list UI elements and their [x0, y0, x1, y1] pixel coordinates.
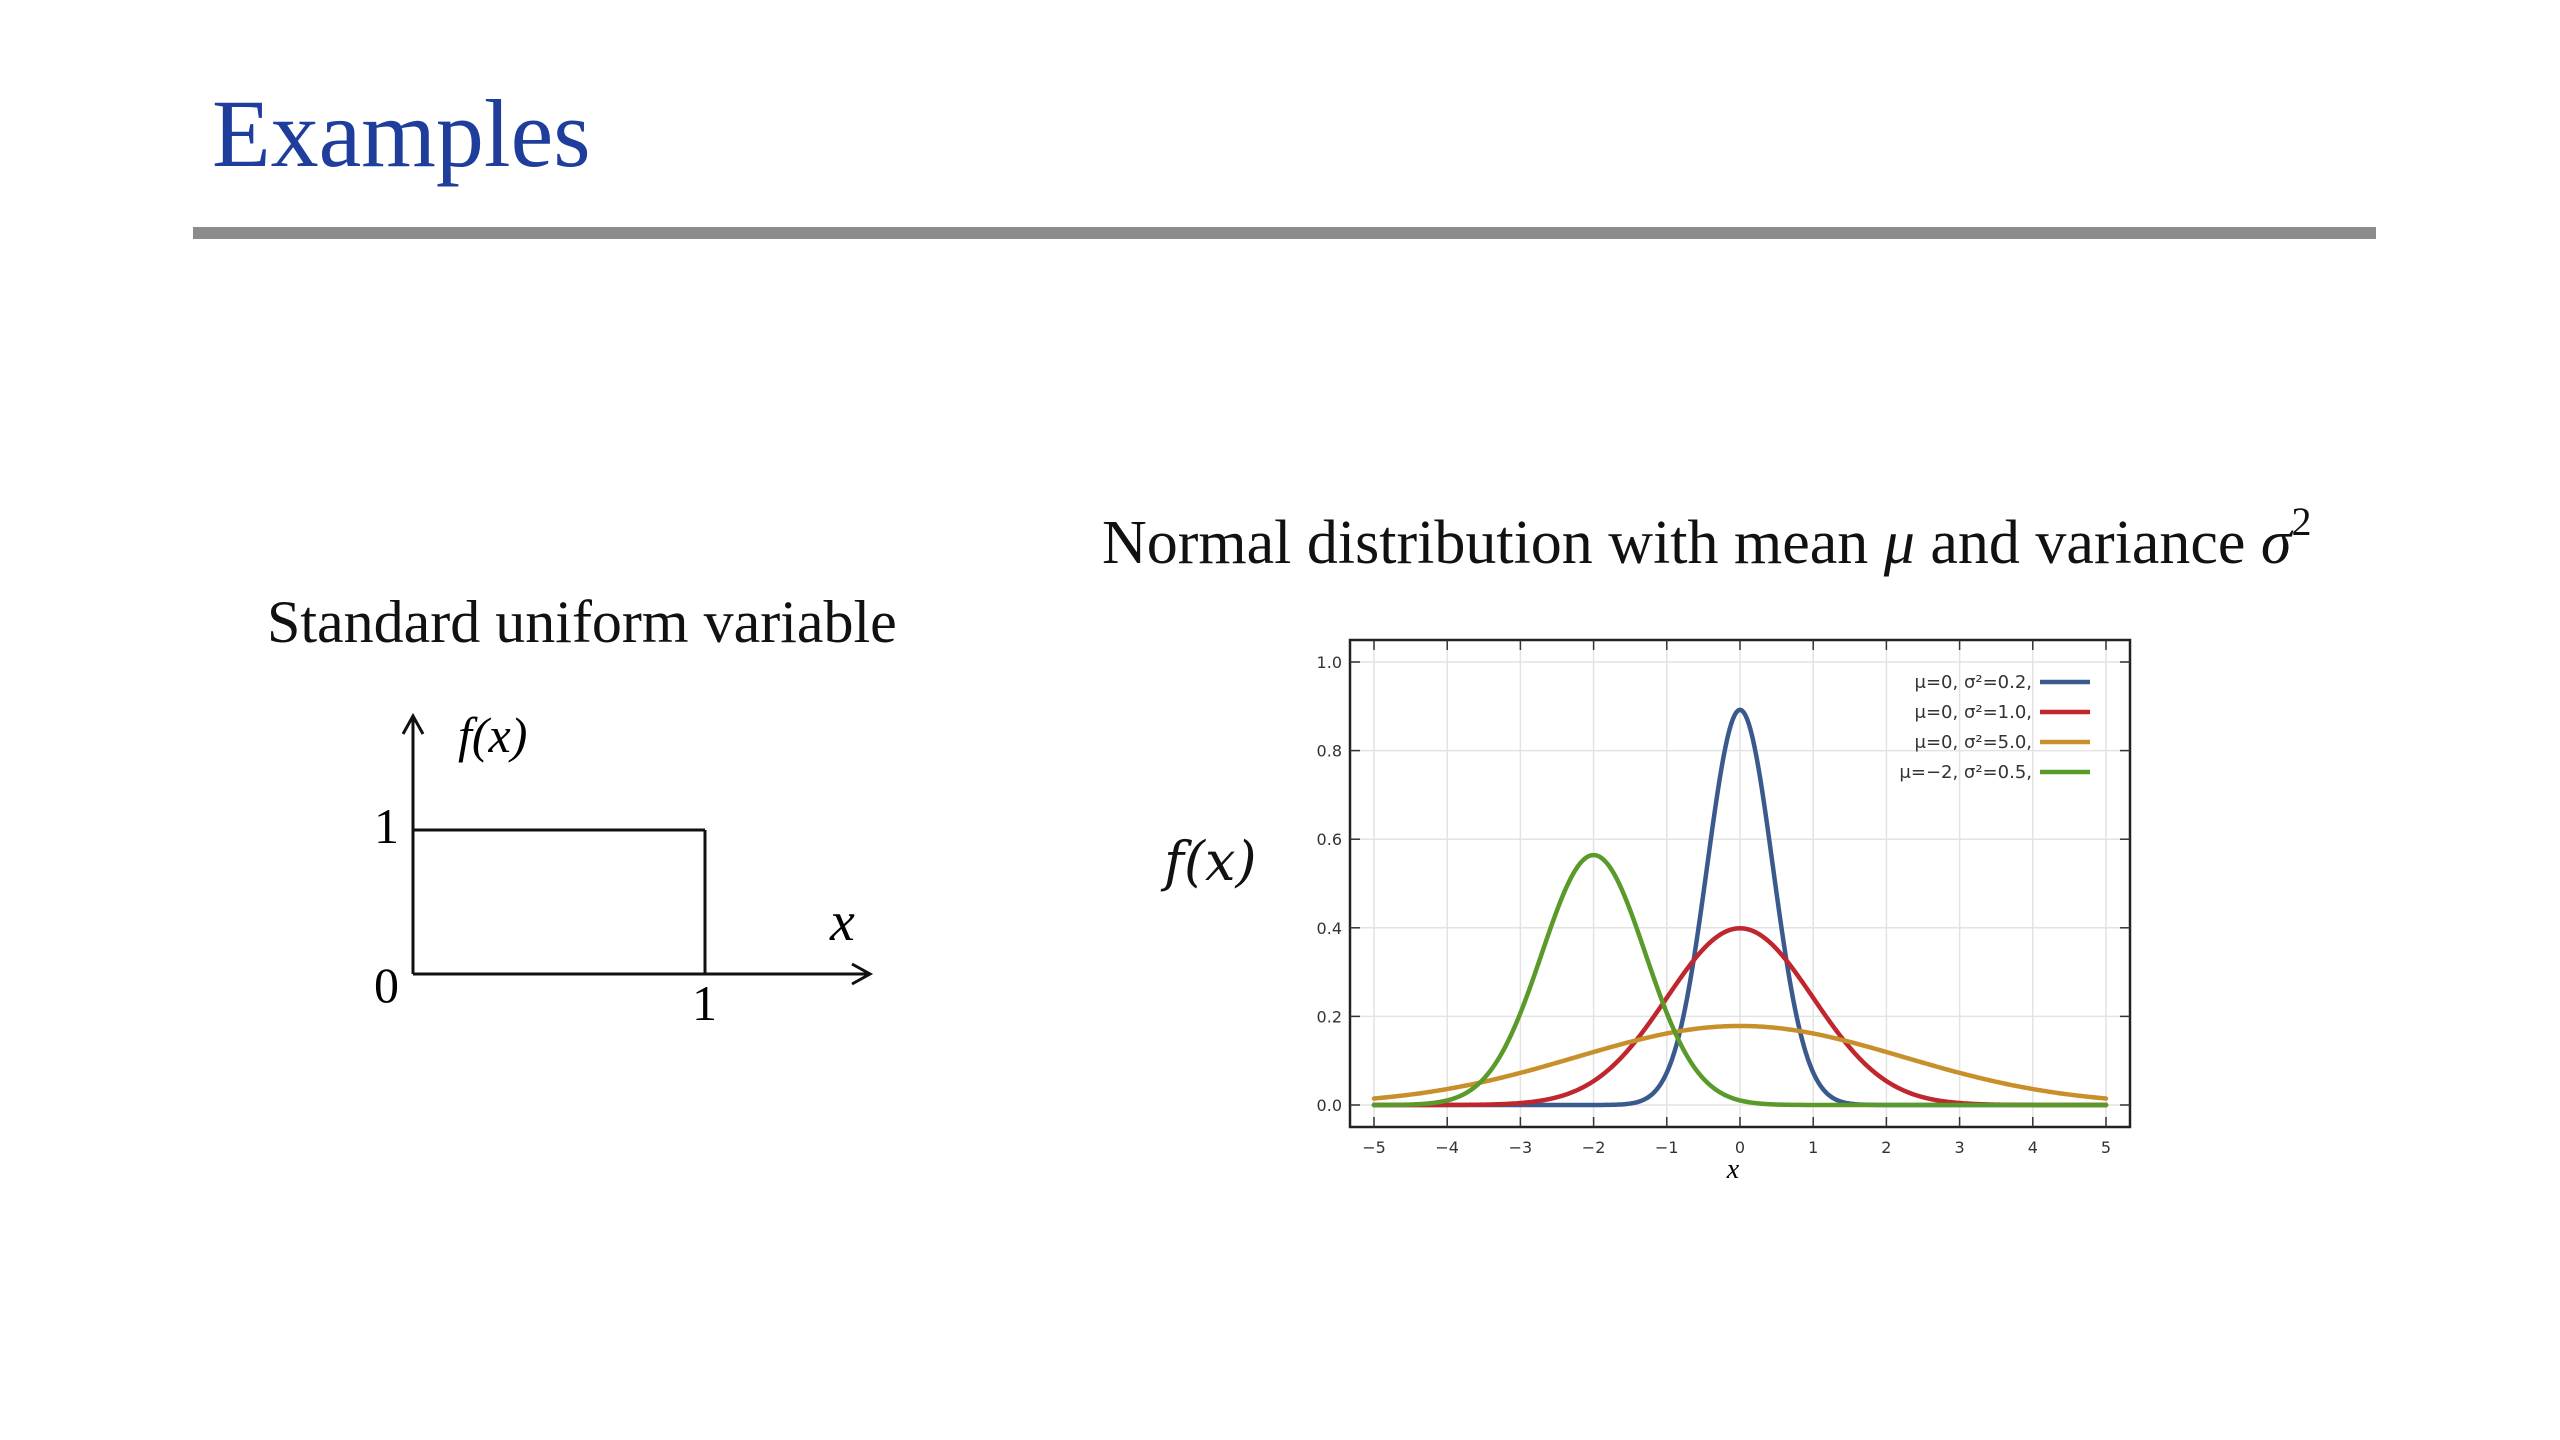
x-tick-label: 0	[1735, 1138, 1745, 1157]
series-line-4	[1371, 852, 2109, 1108]
x-tick-label: 2	[1881, 1138, 1891, 1157]
normal-caption-mid: and variance	[1914, 509, 2261, 577]
uniform-caption: Standard uniform variable	[267, 589, 897, 655]
normal-distribution-chart: −5 −4 −3 −2 −1 0 1 2 3 4 5 0.0 0.2 0.4 0.6 0.8 1.0 μ=0, …	[1317, 638, 2132, 1185]
title-divider	[193, 227, 2376, 239]
mu-symbol: μ	[1883, 509, 1915, 577]
uniform-tick-y-one: 1	[374, 798, 399, 854]
chart-ticks: −5 −4 −3 −2 −1 0 1 2 3 4 5 0.0 0.2 0.4 0.6 0.8 1.0	[1317, 640, 2130, 1157]
x-tick-label: 1	[1808, 1138, 1818, 1157]
x-tick-label: −1	[1655, 1138, 1679, 1157]
chart-x-axis-label: x	[1726, 1154, 1740, 1185]
uniform-y-axis-label: f(x)	[458, 707, 527, 763]
chart-curves	[1371, 707, 2109, 1108]
y-tick-label: 0.0	[1317, 1096, 1342, 1115]
uniform-diagram: f(x) 1 0 1 x	[374, 707, 874, 1031]
normal-caption: Normal distribution with mean μ and vari…	[1102, 498, 2311, 579]
x-tick-label: 3	[1955, 1138, 1965, 1157]
uniform-x-axis-label: x	[829, 891, 855, 953]
legend-label-3: μ=0, σ²=5.0,	[1915, 732, 2032, 753]
uniform-x-arrowhead	[851, 962, 874, 986]
series-line-3	[1371, 1023, 2109, 1101]
uniform-tick-origin: 0	[374, 957, 399, 1013]
y-tick-label: 0.2	[1317, 1007, 1342, 1026]
normal-y-axis-label: f(x)	[1164, 830, 1257, 893]
y-tick-label: 0.8	[1317, 742, 1342, 761]
normal-caption-prefix: Normal distribution with mean	[1102, 509, 1884, 577]
sigma-symbol: σ	[2260, 509, 2292, 577]
legend-label-1: μ=0, σ²=0.2,	[1915, 672, 2032, 693]
x-tick-label: −4	[1435, 1138, 1459, 1157]
y-tick-label: 1.0	[1317, 653, 1342, 672]
uniform-tick-x-one: 1	[692, 975, 717, 1031]
slide-title: Examples	[212, 80, 591, 187]
x-tick-label: 5	[2101, 1138, 2111, 1157]
x-tick-label: −5	[1362, 1138, 1386, 1157]
x-tick-label: 4	[2028, 1138, 2038, 1157]
legend-label-2: μ=0, σ²=1.0,	[1915, 702, 2032, 723]
x-tick-label: −2	[1582, 1138, 1606, 1157]
y-tick-label: 0.6	[1317, 830, 1342, 849]
uniform-y-arrowhead	[401, 712, 425, 735]
chart-grid	[1350, 640, 2130, 1127]
chart-legend: μ=0, σ²=0.2, μ=0, σ²=1.0, μ=0, σ²=5.0, μ=−2…	[1899, 672, 2090, 783]
legend-label-4: μ=−2, σ²=0.5,	[1899, 762, 2032, 783]
sigma-exponent: 2	[2291, 499, 2312, 544]
y-tick-label: 0.4	[1317, 919, 1342, 938]
x-tick-label: −3	[1509, 1138, 1533, 1157]
